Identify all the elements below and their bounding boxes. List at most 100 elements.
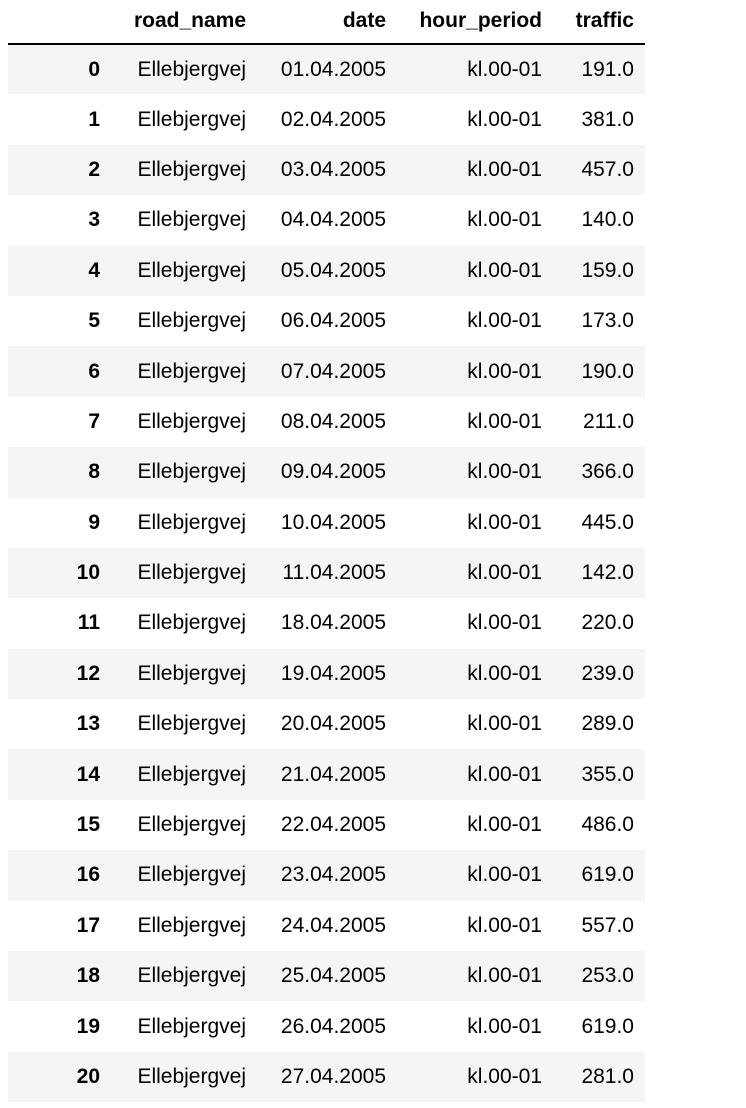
cell-road-name: Ellebjergvej bbox=[137, 863, 246, 887]
table-row: 12 Ellebjergvej 19.04.2005 kl.00-01 239.0 bbox=[8, 648, 645, 700]
table-body: 0 Ellebjergvej 01.04.2005 kl.00-01 191.0 1 Ell… bbox=[8, 44, 645, 1103]
dataframe-table: road_name date hour_period traffic 0 Elle… bbox=[8, 0, 645, 1103]
cell-hour-period: kl.00-01 bbox=[467, 107, 542, 131]
cell-road-name: Ellebjergvej bbox=[137, 611, 246, 635]
row-index: 12 bbox=[76, 661, 100, 685]
cell-date: 03.04.2005 bbox=[280, 157, 386, 181]
cell-hour-period: kl.00-01 bbox=[467, 813, 542, 837]
cell-traffic: 281.0 bbox=[581, 1065, 634, 1088]
row-index: 19 bbox=[76, 1014, 100, 1038]
cell-hour-period: kl.00-01 bbox=[467, 208, 542, 232]
cell-road-name: Ellebjergvej bbox=[137, 1065, 246, 1088]
table-row: 20 Ellebjergvej 27.04.2005 kl.00-01 281.0 bbox=[8, 1051, 645, 1103]
cell-road-name: Ellebjergvej bbox=[137, 712, 246, 736]
cell-road-name: Ellebjergvej bbox=[137, 409, 246, 433]
row-index: 6 bbox=[88, 359, 100, 383]
cell-hour-period: kl.00-01 bbox=[467, 611, 542, 635]
cell-hour-period: kl.00-01 bbox=[467, 510, 542, 534]
cell-date: 19.04.2005 bbox=[280, 661, 386, 685]
cell-hour-period: kl.00-01 bbox=[467, 460, 542, 484]
cell-date: 08.04.2005 bbox=[280, 409, 386, 433]
table-row: 13 Ellebjergvej 20.04.2005 kl.00-01 289.0 bbox=[8, 699, 645, 750]
cell-road-name: Ellebjergvej bbox=[137, 913, 246, 937]
cell-traffic: 381.0 bbox=[581, 107, 634, 131]
cell-traffic: 619.0 bbox=[581, 1014, 634, 1038]
cell-traffic: 191.0 bbox=[581, 57, 634, 81]
row-index: 13 bbox=[76, 712, 100, 736]
cell-date: 20.04.2005 bbox=[280, 712, 386, 736]
cell-date: 05.04.2005 bbox=[280, 258, 386, 282]
cell-road-name: Ellebjergvej bbox=[137, 107, 246, 131]
cell-traffic: 253.0 bbox=[581, 964, 634, 988]
cell-traffic: 557.0 bbox=[581, 913, 634, 937]
cell-traffic: 173.0 bbox=[581, 309, 634, 333]
cell-road-name: Ellebjergvej bbox=[137, 258, 246, 282]
cell-hour-period: kl.00-01 bbox=[467, 964, 542, 988]
row-index: 4 bbox=[88, 258, 100, 282]
cell-hour-period: kl.00-01 bbox=[467, 661, 542, 685]
table-row: 4 Ellebjergvej 05.04.2005 kl.00-01 159.0 bbox=[8, 245, 645, 296]
cell-traffic: 619.0 bbox=[581, 863, 634, 887]
cell-date: 25.04.2005 bbox=[280, 964, 386, 988]
cell-date: 06.04.2005 bbox=[280, 309, 386, 333]
row-index: 15 bbox=[76, 813, 100, 837]
table-row: 16 Ellebjergvej 23.04.2005 kl.00-01 619.0 bbox=[8, 850, 645, 901]
cell-hour-period: kl.00-01 bbox=[467, 157, 542, 181]
cell-hour-period: kl.00-01 bbox=[467, 309, 542, 333]
row-index: 17 bbox=[76, 913, 100, 937]
table-row: 17 Ellebjergvej 24.04.2005 kl.00-01 557.0 bbox=[8, 900, 645, 952]
cell-hour-period: kl.00-01 bbox=[467, 712, 542, 736]
cell-traffic: 366.0 bbox=[581, 460, 634, 484]
cell-traffic: 486.0 bbox=[581, 813, 634, 837]
cell-date: 22.04.2005 bbox=[280, 813, 386, 837]
row-index: 0 bbox=[88, 57, 100, 81]
cell-traffic: 355.0 bbox=[581, 762, 634, 786]
table-row: 11 Ellebjergvej 18.04.2005 kl.00-01 220.0 bbox=[8, 598, 645, 649]
cell-road-name: Ellebjergvej bbox=[137, 309, 246, 333]
table-row: 3 Ellebjergvej 04.04.2005 kl.00-01 140.0 bbox=[8, 195, 645, 246]
row-index: 3 bbox=[88, 208, 100, 232]
cell-traffic: 445.0 bbox=[581, 510, 634, 534]
cell-road-name: Ellebjergvej bbox=[137, 1014, 246, 1038]
cell-date: 24.04.2005 bbox=[280, 913, 386, 937]
cell-traffic: 457.0 bbox=[581, 157, 634, 181]
cell-traffic: 190.0 bbox=[581, 359, 634, 383]
cell-hour-period: kl.00-01 bbox=[467, 1065, 542, 1088]
cell-road-name: Ellebjergvej bbox=[137, 460, 246, 484]
cell-road-name: Ellebjergvej bbox=[137, 57, 246, 81]
row-index: 1 bbox=[88, 107, 100, 131]
column-header-traffic: traffic bbox=[553, 0, 645, 45]
table-row: 14 Ellebjergvej 21.04.2005 kl.00-01 355.0 bbox=[8, 749, 645, 800]
cell-hour-period: kl.00-01 bbox=[467, 409, 542, 433]
cell-date: 27.04.2005 bbox=[280, 1065, 386, 1088]
cell-date: 07.04.2005 bbox=[280, 359, 386, 383]
cell-date: 04.04.2005 bbox=[280, 208, 386, 232]
cell-hour-period: kl.00-01 bbox=[467, 863, 542, 887]
cell-hour-period: kl.00-01 bbox=[467, 359, 542, 383]
column-header-road-name: road_name bbox=[111, 0, 257, 45]
cell-date: 21.04.2005 bbox=[280, 762, 386, 786]
cell-date: 01.04.2005 bbox=[280, 57, 386, 81]
table-row: 15 Ellebjergvej 22.04.2005 kl.00-01 486.0 bbox=[8, 799, 645, 851]
cell-road-name: Ellebjergvej bbox=[137, 964, 246, 988]
cell-road-name: Ellebjergvej bbox=[137, 359, 246, 383]
table-row: 9 Ellebjergvej 10.04.2005 kl.00-01 445.0 bbox=[8, 497, 645, 548]
cell-date: 23.04.2005 bbox=[280, 863, 386, 887]
row-index: 18 bbox=[76, 964, 100, 988]
cell-traffic: 220.0 bbox=[581, 611, 634, 635]
row-index: 14 bbox=[76, 762, 100, 786]
row-index: 7 bbox=[88, 409, 100, 433]
cell-road-name: Ellebjergvej bbox=[137, 813, 246, 837]
table-row: 2 Ellebjergvej 03.04.2005 kl.00-01 457.0 bbox=[8, 144, 645, 196]
table-row: 19 Ellebjergvej 26.04.2005 kl.00-01 619.0 bbox=[8, 1001, 645, 1052]
cell-hour-period: kl.00-01 bbox=[467, 762, 542, 786]
row-index: 20 bbox=[76, 1065, 100, 1088]
table-row: 18 Ellebjergvej 25.04.2005 kl.00-01 253.0 bbox=[8, 951, 645, 1002]
index-column-header bbox=[8, 0, 111, 45]
row-index: 11 bbox=[77, 611, 100, 635]
row-index: 2 bbox=[88, 157, 100, 181]
header-row: road_name date hour_period traffic bbox=[8, 0, 645, 45]
cell-date: 02.04.2005 bbox=[280, 107, 386, 131]
table-row: 10 Ellebjergvej 11.04.2005 kl.00-01 142.0 bbox=[8, 547, 645, 599]
